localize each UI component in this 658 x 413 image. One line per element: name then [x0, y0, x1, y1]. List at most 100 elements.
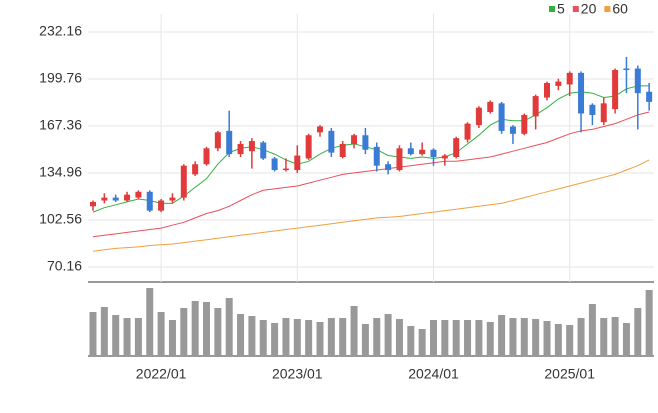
volume-bar [543, 321, 551, 356]
y-tick-label: 199.76 [39, 70, 82, 86]
volume-bar [327, 318, 335, 356]
moving-average-line [92, 85, 650, 213]
volume-bar [180, 308, 188, 356]
candle-body [475, 107, 482, 126]
candle-body [226, 130, 233, 155]
candle-body [169, 197, 176, 201]
candle-body [430, 149, 437, 157]
volume-bar [588, 304, 596, 356]
volume-bar [146, 288, 154, 356]
volume-bar [486, 322, 494, 356]
volume-bar [395, 319, 403, 356]
candle-body [271, 158, 278, 171]
volume-bar [305, 320, 313, 356]
candle-body [90, 201, 96, 207]
candle-body [101, 197, 108, 201]
volume-bar [191, 301, 199, 356]
candle-body [282, 168, 289, 171]
volume-bar [100, 307, 108, 356]
candle-body [419, 149, 426, 155]
volume-bar [350, 306, 358, 356]
volume-bar [168, 320, 176, 356]
candle-body [373, 146, 380, 166]
volume-bar [498, 315, 506, 356]
legend-swatch [549, 6, 555, 12]
legend-label: 20 [581, 1, 597, 17]
x-tick-label: 2023/01 [272, 366, 323, 382]
candle-body [521, 114, 528, 134]
volume-bar [214, 308, 222, 356]
candle-body [124, 194, 131, 201]
candle-body [248, 141, 255, 152]
volume-bar [203, 302, 210, 356]
volume-bar [475, 320, 483, 356]
volume-bar [339, 318, 347, 356]
volume-bar [123, 318, 131, 356]
y-tick-label: 232.16 [39, 23, 82, 39]
candle-body [589, 104, 596, 115]
candle-body [498, 103, 505, 131]
candle-body [339, 143, 346, 157]
x-tick-label: 2025/01 [544, 366, 595, 382]
y-tick-label: 167.36 [39, 117, 82, 133]
legend-swatch [572, 6, 579, 12]
volume-bar [418, 329, 426, 356]
candle-body [237, 143, 244, 155]
volume-bar [509, 318, 517, 356]
volume-bar [452, 320, 460, 356]
volume-bar [407, 326, 415, 356]
candle-body [532, 96, 539, 117]
volume-bar [373, 318, 381, 356]
candle-body [214, 132, 221, 149]
volume-bar [282, 318, 290, 356]
candle-body [328, 130, 335, 153]
volume-bar [361, 324, 369, 356]
candle-body [260, 142, 267, 159]
candle-body [385, 164, 392, 171]
candle-body [634, 68, 641, 94]
volume-bar [112, 315, 120, 356]
candle-body [396, 148, 403, 171]
y-tick-label: 70.16 [47, 258, 82, 274]
legend-label: 5 [557, 1, 565, 17]
candle-body [135, 191, 142, 198]
y-tick-label: 102.56 [39, 211, 82, 227]
volume-bar [248, 316, 256, 356]
volume-bar [600, 318, 608, 356]
candle-body [362, 135, 369, 150]
volume-bar [577, 318, 585, 356]
legend-label: 60 [612, 1, 628, 17]
volume-bar [430, 320, 437, 356]
volume-bar [532, 319, 540, 356]
candle-body [146, 191, 153, 211]
volume-bar [89, 312, 97, 356]
candle-body [407, 148, 414, 155]
volume-bar [611, 317, 619, 356]
volume-bar [622, 323, 630, 356]
volume-bar [441, 320, 449, 356]
volume-bar [566, 325, 574, 356]
plot-frame [88, 14, 654, 356]
candle-body [294, 155, 301, 171]
candle-body [192, 164, 199, 175]
volume-bar [259, 320, 267, 356]
candle-body [317, 126, 323, 133]
candle-body [555, 81, 562, 86]
y-tick-label: 134.96 [39, 164, 82, 180]
candle-body [453, 138, 460, 157]
candle-body [487, 101, 494, 113]
volume-bar [316, 322, 324, 356]
volume-bar [464, 320, 472, 356]
x-tick-label: 2024/01 [408, 366, 459, 382]
candle-body [112, 197, 119, 201]
candle-body [578, 72, 585, 114]
candle-body [203, 148, 210, 165]
candle-body [623, 68, 630, 71]
legend-swatch [604, 6, 611, 12]
candle-body [600, 103, 607, 123]
volume-bar [645, 290, 653, 356]
moving-average-line [92, 159, 650, 252]
volume-bar [157, 312, 165, 356]
volume-bar [634, 308, 642, 356]
candle-body [180, 165, 187, 198]
